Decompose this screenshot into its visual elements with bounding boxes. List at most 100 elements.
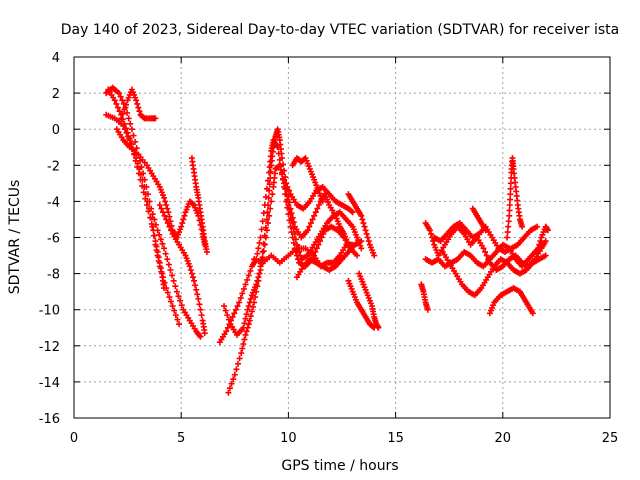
data-point bbox=[253, 281, 260, 288]
data-point bbox=[295, 256, 302, 263]
data-point bbox=[132, 157, 139, 164]
data-point bbox=[269, 191, 276, 198]
data-point bbox=[287, 205, 294, 212]
data-point bbox=[119, 110, 126, 117]
data-point bbox=[304, 227, 311, 234]
data-point bbox=[506, 202, 513, 209]
y-tick-label: -6 bbox=[47, 232, 60, 247]
data-point bbox=[238, 350, 245, 357]
data-point bbox=[282, 191, 289, 198]
data-point bbox=[284, 183, 291, 190]
data-point bbox=[236, 299, 243, 306]
x-tick-label: 20 bbox=[495, 431, 512, 446]
data-point bbox=[121, 126, 128, 133]
data-point bbox=[231, 310, 238, 317]
data-point bbox=[124, 129, 131, 136]
data-point bbox=[116, 90, 123, 97]
data-point bbox=[246, 317, 253, 324]
data-point bbox=[276, 162, 283, 169]
data-point bbox=[157, 265, 164, 272]
data-point bbox=[164, 256, 171, 263]
data-point bbox=[266, 181, 273, 188]
data-point bbox=[363, 230, 370, 237]
data-point bbox=[161, 212, 168, 219]
data-point bbox=[262, 234, 269, 241]
data-point bbox=[519, 223, 526, 230]
data-point bbox=[285, 211, 292, 218]
data-point bbox=[243, 311, 250, 318]
data-point bbox=[162, 198, 169, 205]
data-point bbox=[237, 294, 244, 301]
data-point bbox=[529, 310, 536, 317]
data-point bbox=[164, 220, 171, 227]
data-point bbox=[424, 306, 431, 313]
data-point bbox=[257, 234, 264, 241]
data-point bbox=[192, 282, 199, 289]
data-point bbox=[172, 283, 179, 290]
data-point bbox=[193, 286, 200, 293]
data-point bbox=[505, 223, 512, 230]
data-point bbox=[267, 205, 274, 212]
data-point bbox=[133, 97, 140, 104]
data-point bbox=[127, 120, 134, 127]
data-point bbox=[259, 218, 266, 225]
data-point bbox=[239, 290, 246, 297]
data-point bbox=[142, 195, 149, 202]
data-point bbox=[309, 216, 316, 223]
x-tick-label: 25 bbox=[602, 431, 619, 446]
data-point bbox=[317, 238, 324, 245]
data-point bbox=[135, 104, 142, 111]
data-point bbox=[241, 336, 248, 343]
x-tick-label: 15 bbox=[387, 431, 404, 446]
y-axis-label: SDTVAR / TECUs bbox=[7, 180, 23, 295]
data-point bbox=[266, 169, 273, 176]
data-point bbox=[169, 272, 176, 279]
data-point bbox=[255, 245, 262, 252]
data-point bbox=[247, 267, 254, 274]
data-point bbox=[231, 371, 238, 378]
data-point bbox=[124, 109, 131, 116]
data-point bbox=[159, 240, 166, 247]
data-point bbox=[154, 248, 161, 255]
data-point bbox=[163, 216, 170, 223]
data-point bbox=[121, 106, 128, 113]
data-point bbox=[226, 321, 233, 328]
data-point bbox=[255, 274, 262, 281]
data-point bbox=[507, 191, 514, 198]
data-point bbox=[171, 307, 178, 314]
data-point bbox=[349, 209, 356, 216]
data-point bbox=[189, 201, 196, 208]
data-point bbox=[507, 185, 514, 192]
data-point bbox=[114, 104, 121, 111]
data-point bbox=[544, 227, 551, 234]
data-point bbox=[240, 285, 247, 292]
data-point bbox=[151, 216, 158, 223]
data-point bbox=[181, 212, 188, 219]
data-point bbox=[263, 185, 270, 192]
data-point bbox=[134, 100, 141, 107]
data-point bbox=[261, 202, 268, 209]
data-point bbox=[256, 239, 263, 246]
data-point bbox=[164, 289, 171, 296]
data-point bbox=[155, 254, 162, 261]
data-point bbox=[168, 227, 175, 234]
data-point bbox=[223, 328, 230, 335]
data-point bbox=[289, 234, 296, 241]
data-point bbox=[177, 297, 184, 304]
data-point bbox=[242, 315, 249, 322]
data-point bbox=[232, 306, 239, 313]
data-point bbox=[426, 227, 433, 234]
data-point bbox=[136, 108, 143, 115]
y-tick-label: 2 bbox=[52, 87, 60, 102]
data-point bbox=[140, 189, 147, 196]
data-point bbox=[307, 220, 314, 227]
data-point bbox=[180, 216, 187, 223]
data-point bbox=[263, 216, 270, 223]
data-point bbox=[505, 218, 512, 225]
data-point bbox=[262, 193, 269, 200]
data-point bbox=[156, 202, 163, 209]
data-point bbox=[507, 180, 514, 187]
data-point bbox=[246, 299, 253, 306]
data-point bbox=[161, 285, 168, 292]
